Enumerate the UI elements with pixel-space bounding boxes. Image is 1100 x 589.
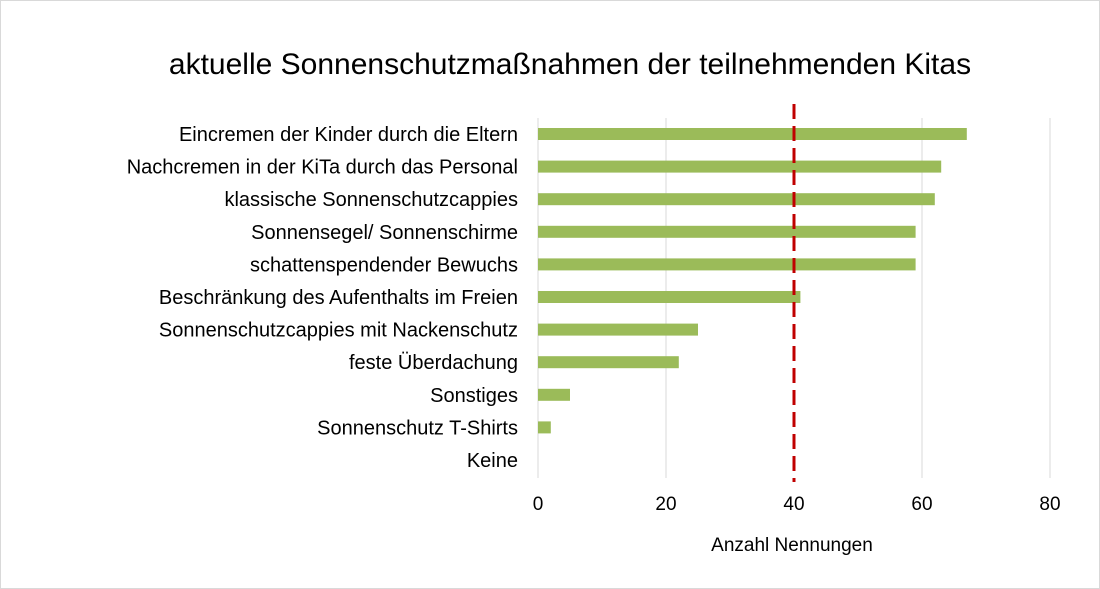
category-label-9: Sonnenschutz T-Shirts [317,417,518,439]
x-tick-label-1: 20 [655,494,676,515]
bar-7 [538,356,679,369]
category-label-4: schattenspendender Bewuchs [250,254,518,276]
category-label-0: Eincremen der Kinder durch die Eltern [179,124,518,146]
x-tick-label-0: 0 [533,494,544,515]
bar-1 [538,160,942,173]
chart-title: aktuelle Sonnenschutzmaßnahmen der teiln… [168,48,972,81]
x-axis-label: Anzahl Nennungen [711,535,873,556]
category-label-3: Sonnensegel/ Sonnenschirme [251,222,518,244]
bar-3 [538,225,916,238]
category-label-8: Sonstiges [430,385,518,407]
category-label-7: feste Überdachung [349,352,518,374]
bar-9 [538,421,551,434]
category-label-1: Nachcremen in der KiTa durch das Persona… [127,157,518,179]
bar-4 [538,258,916,271]
x-tick-label-4: 80 [1039,494,1060,515]
category-label-10: Keine [467,450,518,472]
bar-8 [538,388,570,401]
bar-2 [538,193,935,206]
category-label-5: Beschränkung des Aufenthalts im Freien [159,287,518,309]
x-tick-label-2: 40 [783,494,804,515]
x-tick-label-3: 60 [911,494,932,515]
category-labels: Eincremen der Kinder durch die Eltern Nac… [127,124,518,472]
bars [538,128,967,434]
category-label-2: klassische Sonnenschutzcappies [224,189,518,211]
bar-6 [538,323,698,336]
bar-5 [538,291,801,303]
x-tick-labels: 0 20 40 60 80 [533,494,1061,515]
bar-0 [538,128,967,140]
category-label-6: Sonnenschutzcappies mit Nackenschutz [159,320,518,342]
